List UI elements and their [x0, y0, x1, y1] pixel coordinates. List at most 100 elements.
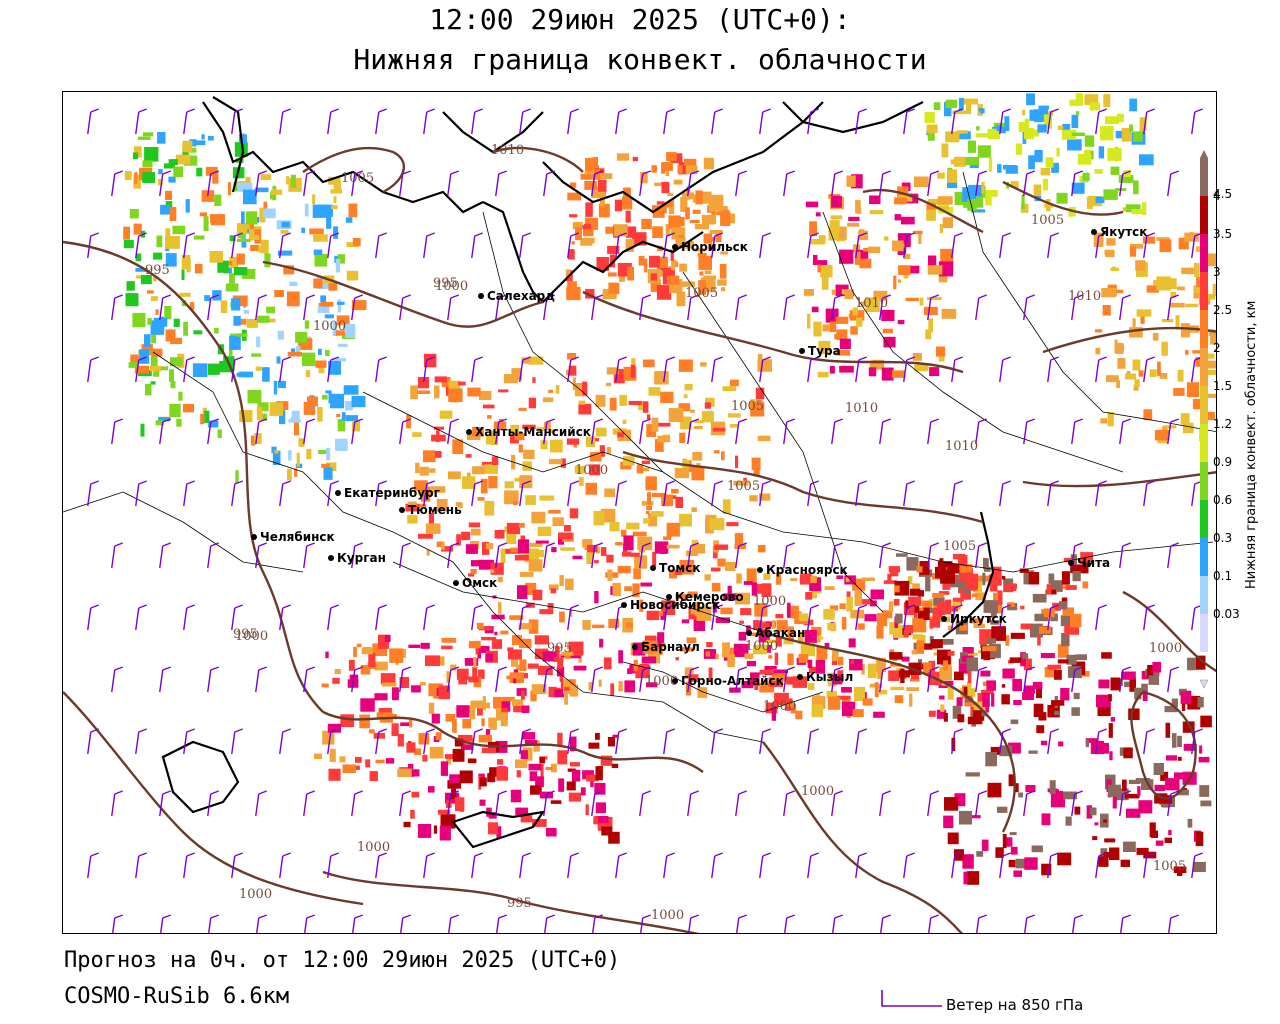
cloud-cell	[841, 617, 847, 630]
cloud-cell	[488, 812, 497, 819]
cloud-cell	[273, 380, 278, 395]
cloud-cell	[550, 439, 563, 453]
cloud-cell	[1036, 688, 1042, 699]
wind-barb	[111, 294, 123, 321]
cloud-cell	[1129, 677, 1136, 692]
cloud-cell	[272, 450, 281, 465]
cloud-cell	[554, 689, 564, 698]
cloud-cell	[1060, 615, 1075, 627]
wind-barb	[1071, 418, 1083, 445]
wind-barb	[207, 790, 219, 817]
wind-barb	[447, 542, 459, 569]
cloud-cell	[681, 619, 690, 624]
wind-barb	[807, 480, 819, 507]
cloud-cell	[722, 499, 731, 514]
cloud-cell	[1195, 655, 1206, 670]
cloud-cell	[325, 350, 330, 357]
cloud-cell	[1154, 784, 1165, 791]
cloud-cell	[539, 757, 546, 764]
cloud-cell	[632, 156, 638, 162]
wind-barb	[87, 108, 99, 135]
cloud-cell	[1165, 778, 1180, 791]
cloud-cell	[571, 241, 575, 245]
wind-barb	[855, 356, 867, 383]
wind-barb	[1119, 914, 1131, 933]
wind-barb	[183, 728, 195, 755]
cloud-cell	[597, 179, 607, 192]
wind-barb	[903, 232, 915, 259]
cloud-cell	[1010, 719, 1019, 725]
wind-barb	[975, 418, 987, 445]
cloud-cell	[603, 657, 612, 670]
cloud-cell	[705, 651, 711, 657]
cloud-cell	[165, 228, 171, 243]
cloud-cell	[1028, 155, 1035, 170]
cloud-cell	[637, 536, 653, 551]
cloud-cell	[1048, 573, 1055, 584]
cloud-cell	[135, 253, 142, 262]
cloud-cell	[973, 701, 988, 712]
cloud-cell	[163, 163, 175, 169]
cloud-cell	[684, 383, 693, 391]
wind-barb	[399, 790, 411, 817]
isobar-label: 1000	[357, 840, 390, 855]
city-label: Челябинск	[260, 530, 335, 544]
cloud-cell	[313, 249, 323, 255]
wind-barb	[327, 108, 339, 135]
cloud-cell	[919, 297, 924, 306]
wind-barb	[687, 418, 699, 445]
cloud-cell	[532, 589, 543, 601]
wind-barb	[591, 790, 603, 817]
cloud-cell	[654, 642, 663, 656]
cloud-cell	[585, 482, 597, 495]
cloud-cell	[431, 713, 440, 724]
cloud-cell	[916, 640, 925, 654]
cloud-cell	[384, 634, 391, 643]
cloud-cell	[1160, 771, 1169, 781]
cloud-cell	[281, 221, 290, 228]
cloud-cell	[775, 613, 784, 619]
cloud-cell	[607, 569, 613, 581]
cloud-cell	[314, 253, 328, 267]
cloud-cell	[1114, 339, 1118, 344]
cloud-cell	[1122, 207, 1126, 212]
cloud-cell	[903, 253, 911, 259]
wind-barb	[279, 852, 291, 879]
cloud-cell	[327, 723, 342, 733]
cloud-cell	[656, 201, 665, 205]
cloud-cell	[851, 174, 863, 189]
wind-barb	[159, 170, 171, 197]
cloud-cell	[1194, 262, 1200, 278]
cloud-cell	[598, 173, 613, 179]
cloud-cell	[485, 435, 493, 445]
cloud-cell	[406, 742, 416, 753]
cloud-cell	[1199, 745, 1203, 754]
wind-barb	[351, 294, 363, 321]
cloud-cell	[572, 221, 583, 230]
cloud-cell	[922, 601, 933, 611]
legend-swatch	[1200, 234, 1208, 272]
cloud-cell	[1013, 870, 1022, 877]
legend-value: 0.9	[1213, 455, 1232, 469]
cloud-cell	[678, 162, 688, 175]
cloud-cell	[917, 590, 924, 597]
cloud-cell	[1153, 763, 1164, 775]
cloud-cell	[1024, 685, 1035, 694]
cloud-cell	[488, 717, 496, 728]
cloud-cell	[981, 181, 985, 194]
cloud-cell	[1185, 350, 1189, 355]
cloud-cell	[365, 759, 371, 768]
city-label: Иркутск	[950, 612, 1007, 626]
cloud-cell	[757, 354, 763, 368]
cloud-cell	[617, 432, 624, 438]
cloud-cell	[679, 432, 686, 444]
cloud-cell	[144, 334, 151, 347]
cloud-cell	[482, 542, 490, 555]
cloud-cell	[888, 601, 894, 612]
cloud-cell	[606, 367, 619, 375]
cloud-cell	[680, 196, 688, 212]
cloud-cell	[294, 468, 298, 477]
city-label: Красноярск	[766, 563, 848, 577]
cloud-cell	[304, 203, 309, 217]
cloud-cell	[648, 255, 660, 268]
